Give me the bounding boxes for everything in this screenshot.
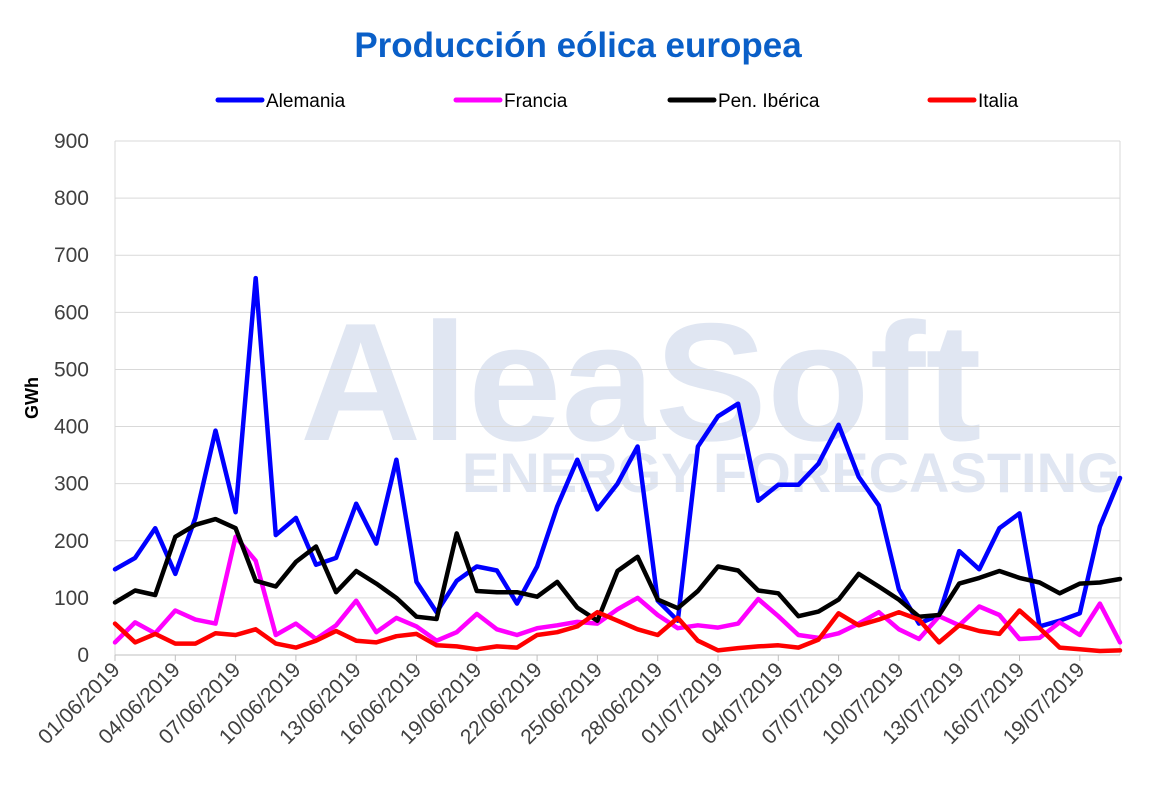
y-tick-label: 900 — [54, 130, 89, 153]
legend-label: Italia — [978, 91, 1019, 112]
y-tick-label: 300 — [54, 473, 89, 496]
y-axis-label: GWh — [22, 377, 42, 419]
legend-item: Italia — [927, 91, 1019, 112]
series-layer — [112, 275, 1123, 654]
y-tick-label: 500 — [54, 358, 89, 381]
chart-title: Producción eólica europea — [354, 26, 802, 65]
legend-item: Alemania — [215, 91, 346, 112]
series-alemania — [112, 275, 1123, 629]
y-axis-ticks: 0 100 200 300 400 500 600 700 800 900 — [54, 130, 89, 667]
y-tick-label: 100 — [54, 587, 89, 610]
series-pen-ib-rica — [112, 516, 1123, 623]
watermark-text: AleaSoft — [300, 288, 981, 476]
x-axis-ticks: 01/06/201904/06/201907/06/201910/06/2019… — [34, 655, 1089, 749]
legend-label: Francia — [504, 91, 568, 112]
y-tick-label: 200 — [54, 530, 89, 553]
legend-label: Pen. Ibérica — [718, 91, 820, 112]
legend-item: Francia — [453, 91, 568, 112]
y-tick-label: 0 — [77, 644, 89, 667]
legend-item: Pen. Ibérica — [667, 91, 820, 112]
y-tick-label: 600 — [54, 301, 89, 324]
legend: Alemania Francia Pen. Ibérica Italia — [215, 91, 1019, 112]
aleasoft-watermark: AleaSoft ENERGY FORECASTING — [300, 288, 1121, 504]
y-tick-label: 400 — [54, 416, 89, 439]
y-tick-label: 700 — [54, 244, 89, 267]
y-tick-label: 800 — [54, 187, 89, 210]
legend-label: Alemania — [266, 91, 346, 112]
series-italia — [112, 608, 1123, 654]
gridlines — [115, 140, 1120, 656]
